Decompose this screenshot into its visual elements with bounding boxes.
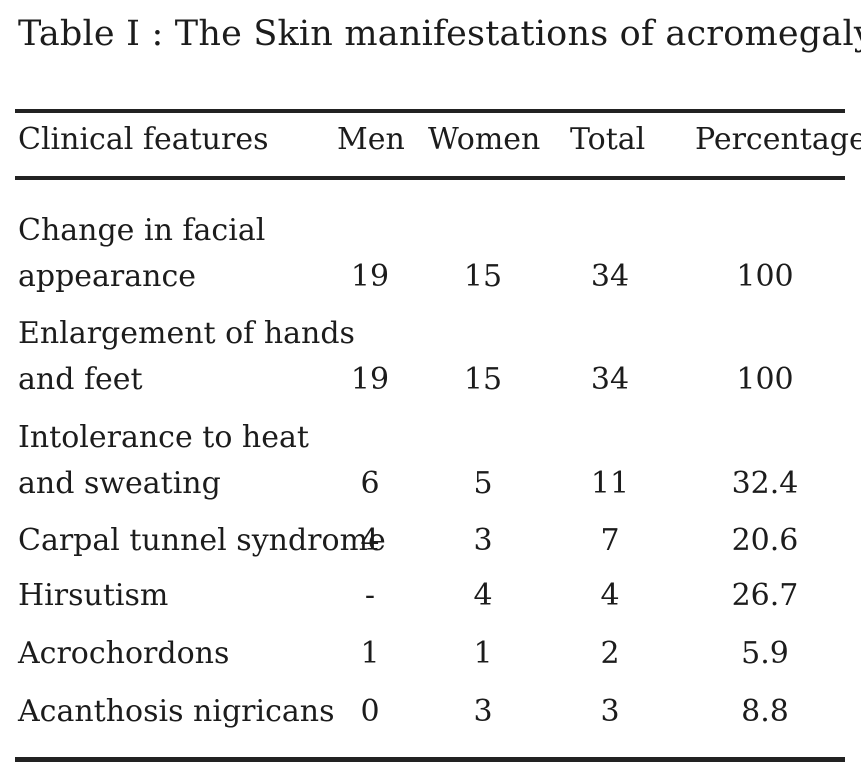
women-cell: 15 xyxy=(463,362,503,397)
women-cell: 3 xyxy=(473,523,493,558)
women-cell: 4 xyxy=(473,578,493,613)
total-cell: 34 xyxy=(590,362,630,397)
percentage-cell: 32.4 xyxy=(731,466,799,501)
header-clinical-features: Clinical features xyxy=(18,122,269,157)
men-cell: 0 xyxy=(360,694,380,729)
men-cell: 1 xyxy=(360,636,380,671)
women-cell: 5 xyxy=(473,466,493,501)
feature-cell-continued: appearance xyxy=(18,259,197,294)
top-rule xyxy=(15,109,845,113)
men-cell: 4 xyxy=(360,523,380,558)
feature-cell-continued: and sweating xyxy=(18,466,221,501)
table-title: Table I : The Skin manifestations of acr… xyxy=(18,14,861,54)
men-cell: 19 xyxy=(350,259,390,294)
feature-cell: Hirsutism xyxy=(18,578,169,613)
feature-cell: Enlargement of hands xyxy=(18,316,355,351)
total-cell: 11 xyxy=(590,466,630,501)
header-men: Men xyxy=(337,122,405,157)
header-total: Total xyxy=(570,122,646,157)
percentage-cell: 100 xyxy=(736,362,794,397)
feature-cell: Change in facial xyxy=(18,213,266,248)
women-cell: 3 xyxy=(473,694,493,729)
feature-cell: Acanthosis nigricans xyxy=(18,694,335,729)
women-cell: 1 xyxy=(473,636,493,671)
feature-cell: Acrochordons xyxy=(18,636,230,671)
percentage-cell: 26.7 xyxy=(731,578,799,613)
men-cell: - xyxy=(364,578,376,613)
total-cell: 7 xyxy=(600,523,620,558)
total-cell: 3 xyxy=(600,694,620,729)
total-cell: 4 xyxy=(600,578,620,613)
men-cell: 19 xyxy=(350,362,390,397)
percentage-cell: 8.8 xyxy=(741,694,789,729)
percentage-cell: 20.6 xyxy=(731,523,799,558)
total-cell: 34 xyxy=(590,259,630,294)
percentage-cell: 100 xyxy=(736,259,794,294)
header-percentage: Percentage xyxy=(695,122,861,157)
men-cell: 6 xyxy=(360,466,380,501)
bottom-rule xyxy=(15,757,845,762)
percentage-cell: 5.9 xyxy=(741,636,789,671)
feature-cell-continued: and feet xyxy=(18,362,143,397)
header-women: Women xyxy=(428,122,541,157)
total-cell: 2 xyxy=(600,636,620,671)
header-rule xyxy=(15,176,845,180)
feature-cell: Intolerance to heat xyxy=(18,420,309,455)
feature-cell: Carpal tunnel syndrome xyxy=(18,523,386,558)
women-cell: 15 xyxy=(463,259,503,294)
